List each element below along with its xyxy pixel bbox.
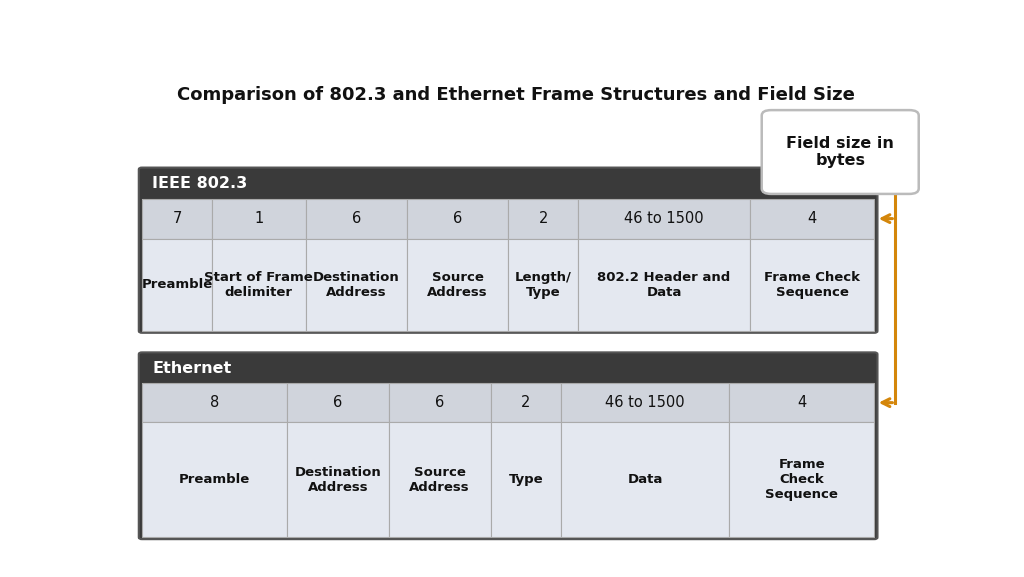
Text: Preamble: Preamble: [179, 473, 250, 486]
FancyBboxPatch shape: [139, 353, 878, 539]
Text: 2: 2: [521, 395, 530, 410]
Text: Source
Address: Source Address: [410, 466, 470, 494]
Bar: [142, 239, 212, 331]
Text: Field size in
bytes: Field size in bytes: [786, 136, 894, 168]
FancyBboxPatch shape: [762, 110, 919, 194]
Text: IEEE 802.3: IEEE 802.3: [153, 177, 248, 192]
Text: 802.2 Header and
Data: 802.2 Header and Data: [597, 271, 730, 299]
Bar: [561, 422, 729, 537]
Text: 6: 6: [435, 395, 444, 410]
Text: Type: Type: [509, 473, 543, 486]
Text: 6: 6: [333, 395, 342, 410]
Bar: [508, 198, 579, 239]
Text: Ethernet: Ethernet: [153, 361, 231, 376]
Bar: [287, 383, 389, 422]
Text: Source
Address: Source Address: [427, 271, 487, 299]
Bar: [142, 383, 287, 422]
Bar: [305, 239, 407, 331]
Text: 4: 4: [807, 211, 816, 226]
Text: Frame
Check
Sequence: Frame Check Sequence: [765, 458, 839, 501]
Text: 1: 1: [254, 211, 263, 226]
Text: 4: 4: [798, 395, 807, 410]
Bar: [750, 239, 874, 331]
Bar: [750, 198, 874, 239]
Bar: [490, 383, 561, 422]
Bar: [142, 383, 874, 537]
Bar: [579, 239, 750, 331]
Bar: [389, 422, 490, 537]
Text: Data: Data: [628, 473, 663, 486]
Bar: [407, 239, 508, 331]
Bar: [729, 383, 874, 422]
Bar: [561, 383, 729, 422]
Bar: [305, 198, 407, 239]
Bar: [729, 422, 874, 537]
Text: Length/
Type: Length/ Type: [515, 271, 571, 299]
Bar: [142, 198, 874, 331]
Bar: [389, 383, 490, 422]
Bar: [579, 198, 750, 239]
Text: 6: 6: [453, 211, 462, 226]
Text: Destination
Address: Destination Address: [313, 271, 399, 299]
Text: Frame Check
Sequence: Frame Check Sequence: [764, 271, 860, 299]
Text: Start of Frame
delimiter: Start of Frame delimiter: [205, 271, 313, 299]
Bar: [287, 422, 389, 537]
Text: Preamble: Preamble: [141, 278, 213, 291]
Bar: [142, 198, 212, 239]
Text: 6: 6: [351, 211, 360, 226]
Text: Comparison of 802.3 and Ethernet Frame Structures and Field Size: Comparison of 802.3 and Ethernet Frame S…: [176, 86, 854, 104]
FancyBboxPatch shape: [139, 167, 878, 333]
Bar: [142, 422, 287, 537]
Bar: [407, 198, 508, 239]
Text: Destination
Address: Destination Address: [294, 466, 381, 494]
Text: 46 to 1500: 46 to 1500: [625, 211, 703, 226]
Bar: [490, 422, 561, 537]
Bar: [508, 239, 579, 331]
Text: 7: 7: [172, 211, 181, 226]
Text: 8: 8: [210, 395, 219, 410]
Bar: [212, 239, 305, 331]
Bar: [212, 198, 305, 239]
Text: 46 to 1500: 46 to 1500: [605, 395, 685, 410]
Text: 2: 2: [539, 211, 548, 226]
